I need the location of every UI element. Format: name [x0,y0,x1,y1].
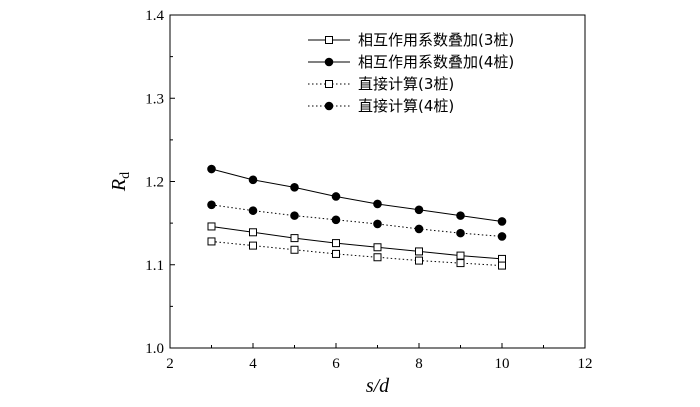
data-point [332,249,340,258]
data-point [456,259,465,268]
y-tick-label: 1.1 [145,258,164,274]
legend-marker [325,36,333,44]
y-axis-title-sub: d [118,172,133,179]
series-line-1 [211,225,503,260]
series-lines [211,168,503,267]
data-point [414,224,424,234]
data-point [249,228,257,237]
data-point [497,232,507,241]
data-point [373,219,382,229]
x-tick-label: 12 [578,356,593,372]
legend-label: 直接计算(4桩) [358,97,454,115]
data-point [290,211,299,220]
data-point [415,247,423,256]
data-point [414,205,424,215]
data-point [497,217,507,226]
data-point [456,211,465,220]
data-point [207,200,216,210]
plot-area: 2 4 6 8 10 12 1.0 1.1 1.2 1.3 1.4 [145,8,592,372]
data-point [498,261,506,270]
data-point [498,254,506,263]
series-line-4 [211,204,503,237]
series-markers [207,164,507,270]
data-point [415,256,423,265]
x-axis-title: s/d [366,375,390,397]
data-point [331,192,341,201]
x-tick-label: 4 [249,356,257,372]
data-point [373,199,382,209]
series-line-3 [211,240,503,267]
data-point [207,237,216,246]
x-tick-label: 6 [332,356,340,372]
x-tick-label: 8 [415,356,423,372]
x-tick-label: 2 [166,356,174,372]
legend: 相互作用系数叠加(3桩) 相互作用系数叠加(4桩) 直接计算(3桩) 直接计算(4桩) [308,31,514,115]
data-point [331,215,341,225]
data-point [207,222,216,231]
data-point [249,241,257,250]
y-tick-label: 1.0 [145,341,164,357]
data-point [290,183,299,192]
axis-ticks: 2 4 6 8 10 12 1.0 1.1 1.2 1.3 1.4 [145,8,592,372]
data-point [290,234,299,243]
legend-label: 直接计算(3桩) [358,75,454,93]
legend-label: 相互作用系数叠加(4桩) [358,53,514,71]
data-point [456,251,465,260]
data-point [373,253,382,262]
y-tick-label: 1.4 [145,8,164,24]
y-tick-label: 1.2 [145,175,164,191]
series-line-2 [211,168,503,222]
legend-marker [324,57,334,67]
data-point [207,164,216,174]
data-point [332,239,340,248]
y-tick-label: 1.3 [145,91,164,107]
legend-label: 相互作用系数叠加(3桩) [358,31,514,49]
legend-marker [324,101,334,111]
y-axis-title-main: R [108,179,130,192]
data-point [373,243,382,252]
data-point [248,175,258,185]
data-point [456,228,465,238]
data-point [248,206,258,215]
y-axis-title: Rd [108,172,133,192]
data-point [290,245,299,254]
x-tick-label: 10 [495,356,510,372]
legend-marker [325,80,333,88]
